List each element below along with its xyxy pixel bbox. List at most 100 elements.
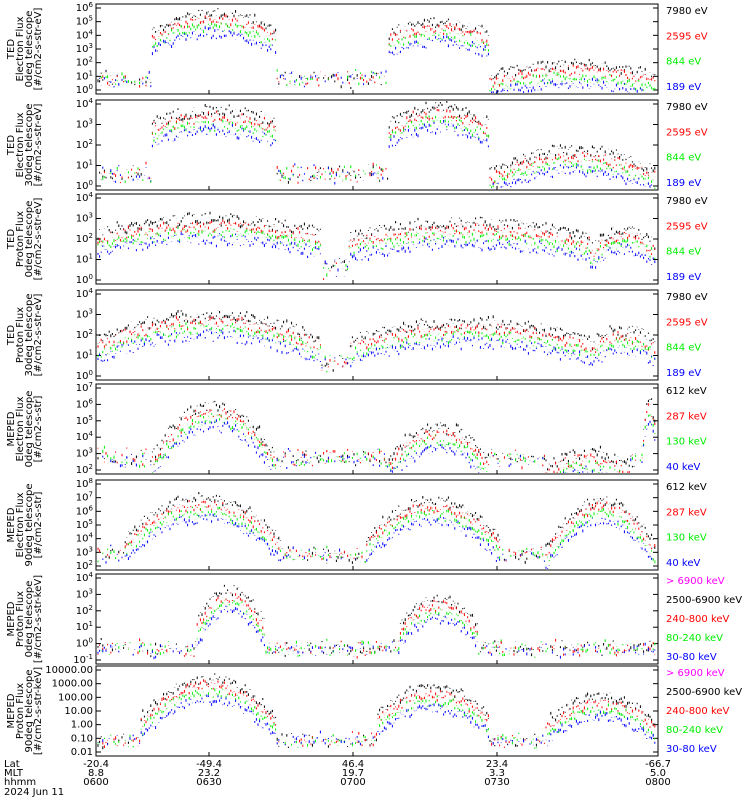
legend-entry: 30-80 keV	[666, 652, 717, 663]
series-844-ev	[102, 115, 656, 189]
series-240-800-kev	[99, 679, 656, 748]
y-tick-label: 102	[76, 463, 93, 476]
traces	[99, 101, 656, 189]
y-tick-label: 104	[76, 532, 94, 545]
y-axis-label: 0deg telescope	[24, 391, 35, 468]
y-axis-label: 30deg telescope	[24, 103, 35, 186]
series-2595-ev	[100, 14, 656, 88]
y-tick-label: 100	[76, 83, 93, 96]
y-tick-label: 102	[76, 138, 93, 151]
y-axis-label: TED	[6, 325, 17, 346]
y-tick-label: 105	[76, 414, 93, 427]
y-tick-label: 108	[76, 477, 93, 490]
traces	[97, 8, 656, 93]
y-tick-label: 10.00	[64, 706, 93, 717]
series-189-ev	[97, 329, 656, 369]
y-tick-label: 106	[76, 1, 94, 14]
legend-entry: 2595 eV	[666, 31, 708, 42]
series-844-ev	[97, 227, 656, 277]
series-130-kev	[102, 413, 656, 473]
y-axis-label: Electron Flux	[15, 112, 26, 177]
legend-entry: 189 eV	[666, 178, 701, 189]
series-189-ev	[99, 26, 646, 93]
series-2595-ev	[97, 219, 656, 280]
y-tick-label: 102	[76, 56, 93, 69]
legend-entry: 240-800 keV	[666, 614, 730, 625]
legend-entry: 2595 eV	[666, 317, 708, 328]
y-tick-label: 101	[76, 620, 93, 633]
y-axis-label: [#/cm2-s-str-eV]	[33, 198, 44, 281]
legend-entry: 40 keV	[666, 462, 700, 473]
y-tick-label: 102	[76, 232, 93, 245]
y-tick-label: 103	[76, 308, 93, 321]
x-tick-lat: -49.4	[196, 759, 222, 770]
y-axis-label: 0deg telescope	[24, 11, 35, 88]
traces	[97, 584, 656, 660]
legend-entry: 7980 eV	[666, 196, 708, 207]
panel-8: 10000.00 1000.00 100.00 10.00 1.00 0.10 0.01 ME…	[6, 665, 742, 758]
x-tick-hhmm: 0630	[196, 777, 221, 788]
legend-entry: 130 keV	[666, 533, 707, 544]
series-240-800-kev	[97, 592, 656, 659]
legend-entry: 189 eV	[666, 272, 701, 283]
traces	[97, 310, 656, 373]
legend-entry: 612 keV	[666, 386, 707, 397]
panel-frame	[95, 289, 659, 381]
series-7980-ev	[99, 101, 656, 184]
series-844-ev	[97, 322, 656, 373]
y-tick-label: 100	[76, 369, 93, 382]
y-axis-label: 0deg telescope	[24, 201, 35, 278]
series-7980-ev	[97, 310, 656, 372]
y-axis-label: 0deg telescope	[24, 581, 35, 658]
x-tick-hhmm: 0700	[340, 777, 365, 788]
y-tick-label: 101	[76, 159, 93, 172]
series-2500-6900-kev	[97, 673, 656, 750]
y-tick-label: 102	[76, 328, 93, 341]
y-tick-label: 10-1	[73, 653, 93, 666]
y-tick-label: 106	[76, 397, 94, 410]
y-axis-label: MEPED	[6, 411, 17, 446]
y-tick-label: 105	[76, 518, 93, 531]
y-axis-label: Proton Flux	[15, 591, 26, 647]
y-tick-label: 101	[76, 349, 93, 362]
legend-entry: 240-800 keV	[666, 706, 730, 717]
legend-entry: > 6900 keV	[666, 668, 725, 679]
y-tick-label: 101	[76, 69, 93, 82]
series-189-ev	[97, 232, 656, 277]
series-40-kev	[102, 513, 656, 569]
x-tick-mlt: 19.7	[342, 768, 364, 779]
y-axis-label: [#/cm2-s-str]	[33, 491, 44, 558]
y-tick-label: 100	[76, 179, 93, 192]
series-30-80-kev	[97, 605, 656, 660]
y-tick-label: 103	[76, 587, 93, 600]
y-tick-label: 102	[76, 559, 93, 572]
x-tick-mlt: 3.3	[489, 768, 505, 779]
y-tick-label: 103	[76, 212, 93, 225]
legend-entry: > 6900 keV	[666, 576, 725, 587]
y-axis-label: [#/cm2-s-str]	[33, 395, 44, 462]
series-2595-ev	[97, 316, 656, 371]
y-axis-label: Proton Flux	[15, 211, 26, 267]
series-189-ev	[102, 120, 653, 189]
legend-entry: 844 eV	[666, 343, 701, 354]
y-axis-label: TED	[6, 229, 17, 250]
y-axis-label: MEPED	[6, 693, 17, 728]
y-tick-label: 103	[76, 545, 93, 558]
series-7980-ev	[97, 8, 656, 89]
y-axis-label: 90deg telescope	[24, 669, 35, 752]
y-axis-label: TED	[6, 39, 17, 60]
y-tick-label: 103	[76, 42, 93, 55]
y-tick-label: 1.00	[71, 720, 93, 731]
x-tick-hhmm: 0730	[484, 777, 509, 788]
legend-entry: 80-240 keV	[666, 725, 723, 736]
x-tick-lat: 23.4	[486, 759, 508, 770]
x-tick-mlt: 23.2	[198, 768, 220, 779]
legend-entry: 130 keV	[666, 437, 707, 448]
y-axis-label: [#/cm2-s-str-eV]	[33, 104, 44, 187]
series-2500-6900-kev	[97, 584, 653, 658]
x-tick-lat: -66.7	[645, 759, 671, 770]
